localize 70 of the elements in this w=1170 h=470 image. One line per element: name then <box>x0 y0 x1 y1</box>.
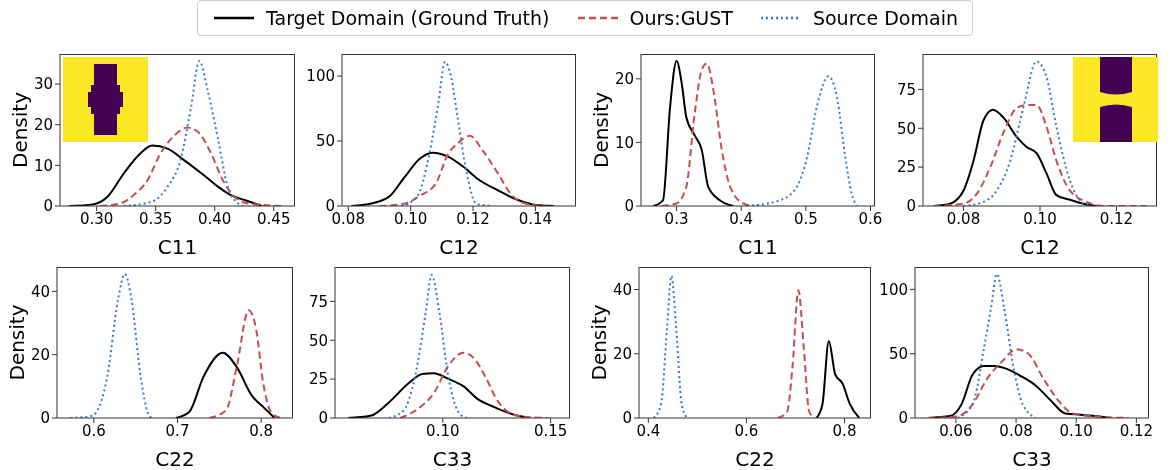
legend-label: Ours:GUST <box>629 7 733 29</box>
x-axis-title: C12 <box>439 235 479 259</box>
x-tick-label: 0.4 <box>636 421 661 440</box>
y-tick-label: 25 <box>896 158 916 177</box>
y-axis-title: Density <box>587 304 612 381</box>
x-tick-label: 0.45 <box>257 209 291 228</box>
y-tick-label: 40 <box>30 282 50 301</box>
x-tick-label: 0.12 <box>456 209 490 228</box>
y-tick-label: 25 <box>308 370 328 389</box>
x-tick-label: 0.10 <box>426 421 460 440</box>
x-tick-label: 0.14 <box>518 209 553 228</box>
x-tick-label: 0.10 <box>1059 421 1093 440</box>
x-tick-label: 0.8 <box>832 421 857 440</box>
x-tick-label: 0.08 <box>999 421 1033 440</box>
x-axis-title: C33 <box>432 447 473 470</box>
x-tick-label: 0.10 <box>1023 209 1057 228</box>
x-tick-label: 0.7 <box>165 421 190 440</box>
x-axis-title: C22 <box>735 447 775 470</box>
x-tick-label: 0.10 <box>393 209 428 228</box>
y-tick-label: 0 <box>624 197 634 216</box>
y-axis-title: Density <box>8 91 33 169</box>
line-series <box>652 60 735 206</box>
y-tick-label: 0 <box>906 197 916 216</box>
x-axis-title: C22 <box>155 447 195 470</box>
y-tick-label: 75 <box>896 80 916 99</box>
x-tick-label: 0.06 <box>939 421 973 440</box>
y-tick-label: 0 <box>43 197 53 216</box>
legend-label: Source Domain <box>812 7 958 29</box>
x-tick-label: 0.35 <box>138 209 173 228</box>
y-tick-label: 50 <box>888 345 908 364</box>
y-tick-label: 40 <box>612 280 632 299</box>
y-tick-label: 50 <box>315 132 335 151</box>
y-tick-label: 75 <box>308 292 328 311</box>
x-tick-label: 0.6 <box>858 209 883 228</box>
x-tick-label: 0.8 <box>249 421 274 440</box>
x-tick-label: 0.12 <box>1099 209 1134 228</box>
y-tick-label: 0 <box>40 409 50 428</box>
x-axis-title: C11 <box>738 235 778 259</box>
y-axis-title: Density <box>5 304 30 381</box>
x-tick-label: 0.6 <box>81 421 106 440</box>
x-tick-label: 0.08 <box>946 209 981 228</box>
legend-label: Target Domain (Ground Truth) <box>266 7 550 29</box>
x-tick-label: 0.40 <box>198 209 232 228</box>
x-tick-label: 0.5 <box>793 209 818 228</box>
y-tick-label: 100 <box>306 67 335 86</box>
x-axis-title: C11 <box>157 235 198 259</box>
y-tick-label: 100 <box>879 280 908 299</box>
y-tick-label: 50 <box>896 119 916 138</box>
x-tick-label: 0.6 <box>734 421 759 440</box>
x-tick-label: 0.15 <box>533 421 568 440</box>
y-tick-label: 0 <box>318 409 328 428</box>
line-series <box>652 275 689 418</box>
y-tick-label: 0 <box>622 409 632 428</box>
y-axis-title: Density <box>589 91 614 169</box>
y-tick-label: 10 <box>33 156 53 175</box>
y-tick-label: 20 <box>33 116 53 135</box>
y-tick-label: 20 <box>612 345 632 364</box>
y-tick-label: 20 <box>614 70 634 89</box>
y-tick-label: 0 <box>898 409 908 428</box>
x-axis-title: C12 <box>1020 235 1060 259</box>
x-tick-label: 0.3 <box>664 209 689 228</box>
x-tick-label: 0.12 <box>1119 421 1154 440</box>
y-tick-label: 50 <box>308 331 328 350</box>
x-tick-label: 0.4 <box>729 209 754 228</box>
x-axis-title: C33 <box>1012 447 1052 470</box>
y-tick-label: 30 <box>33 75 53 94</box>
y-tick-label: 20 <box>30 346 50 365</box>
line-series <box>815 339 861 418</box>
y-tick-label: 10 <box>614 133 634 152</box>
x-tick-label: 0.30 <box>79 209 114 228</box>
